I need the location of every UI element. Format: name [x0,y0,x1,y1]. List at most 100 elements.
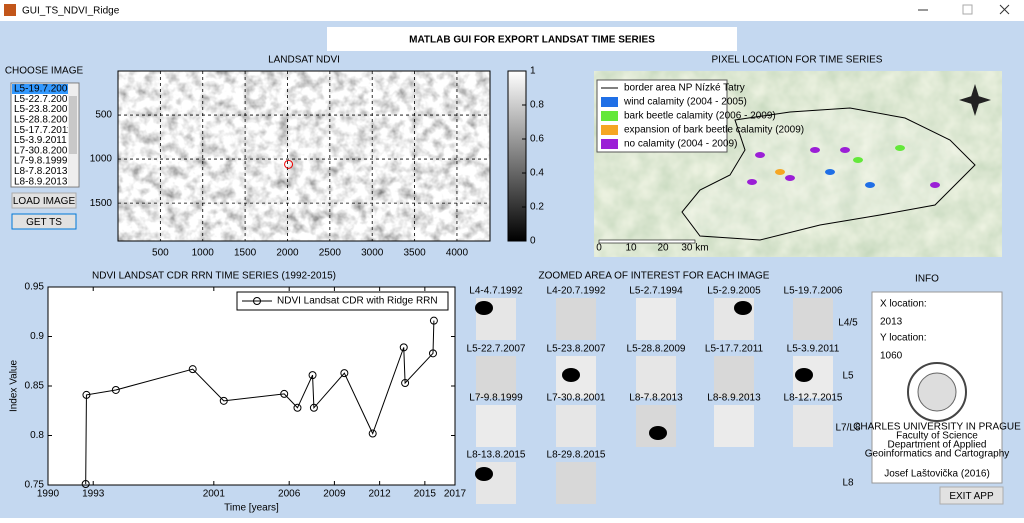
plot-area [47,286,456,486]
close-button[interactable] [999,4,1010,15]
y-tick-label: 1500 [90,198,113,209]
y-tick-label: 0.85 [25,381,45,392]
x-tick-label: 1990 [37,489,60,500]
legend-label: bark beetle calamity (2006 - 2009) [624,111,776,122]
thumbnail-label: L4-20.7.1992 [547,286,606,297]
map-legend [596,79,728,153]
x-tick-label: 2009 [323,489,346,500]
legend-label: wind calamity (2004 - 2005) [623,97,747,108]
x-tick-label: 4000 [446,248,469,259]
x-tick-label: 3000 [361,248,384,259]
calamity-area [755,152,765,158]
list-item: L8-8.9.2013 [14,176,68,187]
info-label: Y location: [880,333,927,344]
thumbnail-label: L8-13.8.2015 [467,450,526,461]
data-point [188,365,197,374]
calamity-area [840,147,850,153]
scale-label: 30 km [681,243,708,254]
list-item: L5-17.7.2011 [14,125,73,136]
y-tick-label: 500 [95,110,112,121]
x-tick-label: 2017 [444,489,467,500]
series-line [85,320,435,485]
data-point [293,403,302,412]
selected-item [12,84,68,94]
ndvi-title: LANDSAT NDVI [268,55,340,66]
y-tick-label: 0.9 [30,331,44,342]
list-item: L7-30.8.2001 [14,145,73,156]
calamity-area [785,175,795,181]
exit-button-label: EXIT APP [949,491,994,502]
y-tick-label: 0.8 [30,430,44,441]
data-point [340,369,349,378]
scroll-thumb[interactable] [69,96,77,154]
x-tick-label: 1000 [192,248,215,259]
scale-label: 0 [596,243,602,254]
info-value: 1060 [880,351,903,362]
data-point [399,343,408,352]
list-item: L8-7.8.2013 [14,166,68,177]
list-item: L5-28.8.2009 [14,115,73,126]
calamity-area [825,169,835,175]
list-item: L5-3.9.2011 [14,135,67,146]
thumbnail [714,356,754,398]
y-tick-label: 0.75 [25,480,45,491]
list-item: L5-19.7.2006 [14,84,73,95]
data-point [219,396,228,405]
data-point [308,371,317,380]
thumbnail-label: L5-2.7.1994 [629,286,683,297]
info-label: X location: [880,299,927,310]
maximize-button[interactable] [962,4,973,15]
get-ts-button[interactable] [11,213,77,230]
thumbnails-title: ZOOMED AREA OF INTEREST FOR EACH IMAGE [539,271,770,282]
row-label: L8 [842,478,854,489]
row-label: L4/5 [838,318,858,329]
y-tick-label: 0.95 [25,282,45,293]
data-point [429,316,438,325]
header-title: MATLAB GUI FOR EXPORT LANDSAT TIME SERIE… [409,35,655,46]
scale-bar [598,239,696,244]
thumbnail [556,298,596,340]
chart-title: NDVI LANDSAT CDR RRN TIME SERIES (1992-2… [92,271,336,282]
thumbnail-blob [475,301,493,315]
legend-label: NDVI Landsat CDR with Ridge RRN [277,296,438,307]
calamity-area [747,179,757,185]
x-tick-label: 2015 [414,489,437,500]
legend-marker [253,297,261,305]
calamity-area [810,147,820,153]
thumbnail-label: L5-17.7.2011 [705,344,764,355]
colorbar-tick-label: 0.8 [530,100,544,111]
author: Josef Laštovička (2016) [884,469,990,480]
thumbnail-label: L8-8.9.2013 [707,393,761,404]
data-point [280,389,289,398]
x-tick-label: 3500 [403,248,426,259]
legend-swatch [601,97,618,107]
x-tick-label: 2500 [319,248,342,259]
calamity-area [930,182,940,188]
colorbar-tick-label: 1 [530,66,536,77]
thumbnail-label: L5-22.7.2007 [467,344,526,355]
exit-button[interactable] [939,486,1004,505]
thumbnail-label: L7-9.8.1999 [469,393,523,404]
thumbnail-label: L8-29.8.2015 [547,450,606,461]
calamity-area [865,182,875,188]
data-point [309,403,318,412]
x-tick-label: 2012 [369,489,392,500]
colorbar-tick-label: 0.4 [530,168,544,179]
x-tick-label: 2006 [278,489,301,500]
x-axis-label: Time [years] [224,503,279,514]
x-tick-label: 2001 [203,489,226,500]
legend-swatch [601,125,618,135]
x-tick-label: 1993 [82,489,105,500]
institution-line: Geoinformatics and Cartography [865,449,1010,460]
load-button[interactable] [11,192,77,209]
image-listbox [10,82,80,188]
thumbnail-label: L5-19.7.2006 [784,286,843,297]
window-title: GUI_TS_NDVI_Ridge [22,6,120,17]
x-tick-label: 1500 [234,248,257,259]
colorbar [507,70,527,242]
data-point [82,390,91,399]
pixel-marker [284,159,294,169]
thumbnail-label: L7-30.8.2001 [547,393,606,404]
thumbnail-label: L8-12.7.2015 [784,393,843,404]
